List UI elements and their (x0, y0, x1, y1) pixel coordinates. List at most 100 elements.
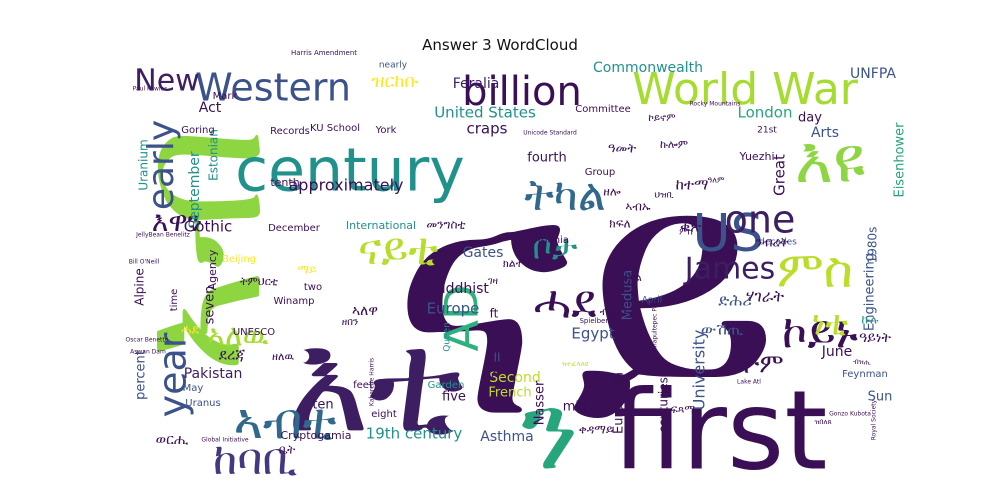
word-108: Aswan Dam (130, 349, 166, 356)
word-85: Garden (428, 380, 465, 391)
word-157: ወርሒ (156, 432, 189, 448)
word-32: UNFPA (850, 66, 896, 82)
word-67: centuries (657, 377, 671, 433)
word-24: New (134, 64, 199, 99)
word-17: one (725, 198, 796, 242)
word-78: tenth (270, 176, 299, 189)
word-129: ውሽጢ (701, 320, 744, 339)
word-8: Western (195, 66, 351, 110)
word-147: ምስ (679, 228, 693, 238)
word-54: ten (312, 398, 333, 413)
word-72: Cryptogamia (281, 429, 352, 442)
word-127: ድሕሪ (718, 291, 752, 310)
word-120: ሰሜናዊ (610, 377, 630, 385)
word-50: Europe (427, 300, 480, 318)
word-25: ነቲ (812, 304, 848, 344)
word-33: ዝርከቡ (372, 71, 419, 92)
word-7: World War (632, 64, 859, 115)
word-15: ምስ (777, 241, 853, 299)
word-107: Bill O'Neill (129, 259, 160, 266)
word-146: ኮይኖም (648, 113, 675, 124)
word-117: ft (490, 307, 499, 321)
word-39: Eisenhower (893, 122, 908, 198)
word-141: ዘሎ (603, 185, 621, 199)
word-36: craps (467, 120, 508, 138)
word-51: Engineering (863, 253, 878, 331)
word-136: ክልተ (503, 257, 524, 270)
word-138: ከተማ (676, 176, 709, 194)
word-104: Rocky Mountains (690, 101, 741, 108)
word-130: ደረጃ (219, 346, 246, 364)
word-134: ማይ (298, 263, 317, 277)
word-77: December (268, 223, 321, 234)
word-26: እዋን (152, 205, 203, 238)
word-66: European (612, 372, 627, 434)
word-140: ኣብኡ (625, 200, 651, 214)
word-35: United States (434, 104, 536, 122)
word-13: ትካል (524, 170, 606, 221)
word-91: April (642, 296, 663, 306)
word-29: approximately (289, 176, 404, 195)
word-52: 1980s (866, 227, 880, 264)
word-38: London (738, 104, 793, 122)
word-49: Buddhist (427, 281, 489, 297)
word-112: Spielberg (579, 317, 612, 325)
word-124: ዓይነት (859, 330, 891, 346)
word-145: ኩሎም (660, 138, 688, 151)
word-86: feet (353, 380, 373, 391)
word-154: ቀዳማይ (579, 423, 614, 437)
word-14: ናይቲ (358, 224, 438, 275)
word-40: Great (771, 154, 789, 196)
word-131: ዘለዉ (272, 350, 294, 363)
word-110: Global Initiative (201, 437, 249, 444)
word-73: Yuezhi (739, 150, 775, 163)
word-156: ቤት (279, 443, 295, 457)
word-114: Chapultepec Park (652, 298, 659, 351)
word-122: ዝበለጸ (814, 418, 831, 426)
word-68: Sun (868, 390, 893, 405)
word-137: ዘበን (342, 317, 358, 328)
word-62: five (442, 390, 466, 405)
word-75: Armenia (527, 235, 569, 246)
word-126: ቁጽሪ (680, 218, 710, 236)
word-128: ንብረት (755, 236, 788, 251)
word-11: year (151, 332, 195, 417)
word-99: Goring (181, 125, 214, 136)
word-155: ፍጻሜ (670, 403, 695, 416)
word-6: century (235, 136, 465, 206)
word-118: II (493, 351, 500, 365)
word-3: ኣብ (93, 126, 302, 374)
word-2: እቲ (286, 302, 464, 465)
word-22: ከባቢ (213, 434, 297, 485)
word-43: September (187, 151, 203, 229)
word-70: seven (203, 286, 218, 325)
word-48: fourth (527, 151, 566, 166)
word-31: Commonwealth (593, 60, 703, 76)
word-95: Committee (575, 104, 631, 115)
word-69: Alpine (133, 268, 147, 305)
word-144: ዓመት (608, 142, 636, 157)
word-111: Kabarebe Harris (369, 358, 376, 406)
word-125: ኩሉ (861, 313, 879, 327)
word-58: June (821, 344, 853, 360)
word-103: Paul Fowles (133, 86, 168, 93)
word-9: billion (462, 69, 582, 115)
word-88: May (183, 383, 204, 394)
word-45: Uranium (137, 139, 151, 190)
word-47: Gates (463, 245, 504, 261)
word-119: ዝተፈላለዩ (562, 360, 589, 368)
word-30: እዮም (726, 350, 783, 380)
word-60: Second (489, 370, 541, 386)
word-113: Royal Society (871, 399, 878, 440)
word-132: ኣለዋ (352, 303, 378, 319)
word-71: percent (134, 350, 149, 400)
word-56: Egypt (571, 325, 614, 343)
word-18: AD (435, 285, 489, 352)
word-150: ዝብል (618, 271, 642, 284)
word-109: Oscar Benetto (126, 337, 169, 344)
word-23: James (683, 252, 776, 287)
chart-title: Answer 3 WordCloud (422, 36, 578, 54)
word-84: Queen (443, 322, 453, 352)
word-115: Lake Atl (737, 379, 761, 386)
